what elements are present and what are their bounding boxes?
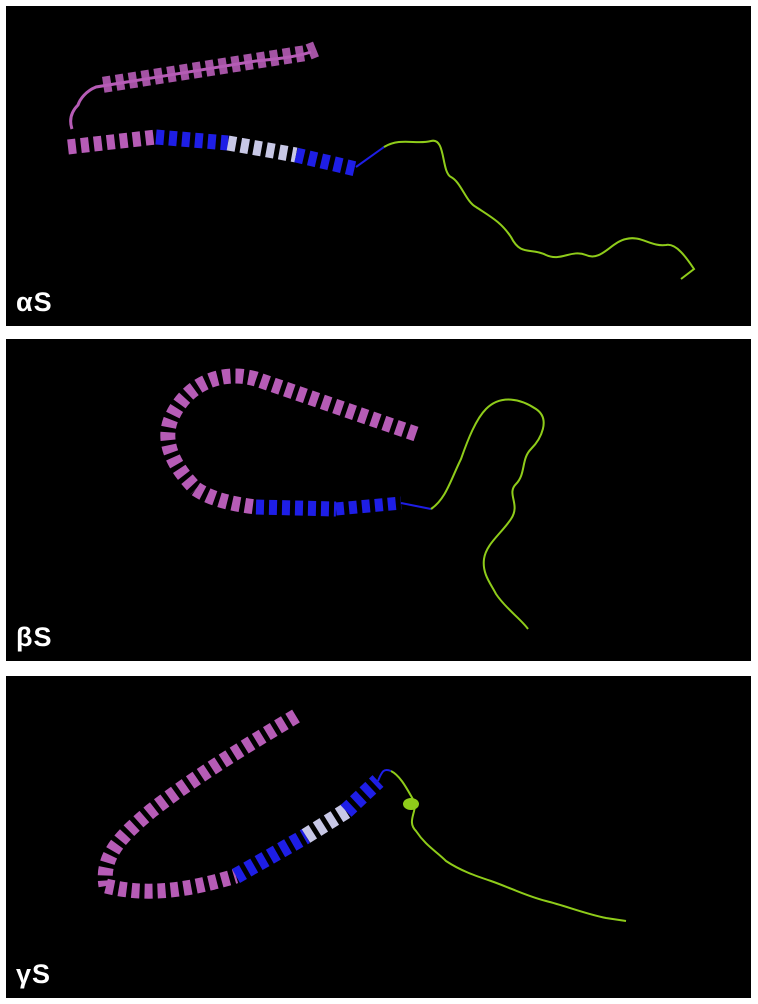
alpha-synuclein-structure xyxy=(67,41,696,280)
panel-gamma-synuclein: γS xyxy=(6,676,751,998)
alpha-c-terminal-tail xyxy=(383,139,696,280)
beta-helix-loop xyxy=(160,368,432,517)
panel-label-alpha: αS xyxy=(16,287,53,317)
alpha-helix-lower xyxy=(67,129,385,177)
beta-synuclein-structure xyxy=(160,368,545,630)
panel-label-beta: βS xyxy=(16,622,53,652)
gamma-helix-loop xyxy=(97,709,392,899)
panel-label-gamma: γS xyxy=(16,959,52,989)
gamma-c-terminal-tail xyxy=(390,770,627,922)
panel-beta-synuclein: βS xyxy=(6,339,751,661)
alpha-helix-upper xyxy=(69,41,319,130)
beta-c-terminal-tail xyxy=(430,398,545,630)
panel-alpha-synuclein: αS xyxy=(6,6,751,326)
gamma-synuclein-structure xyxy=(97,709,627,922)
